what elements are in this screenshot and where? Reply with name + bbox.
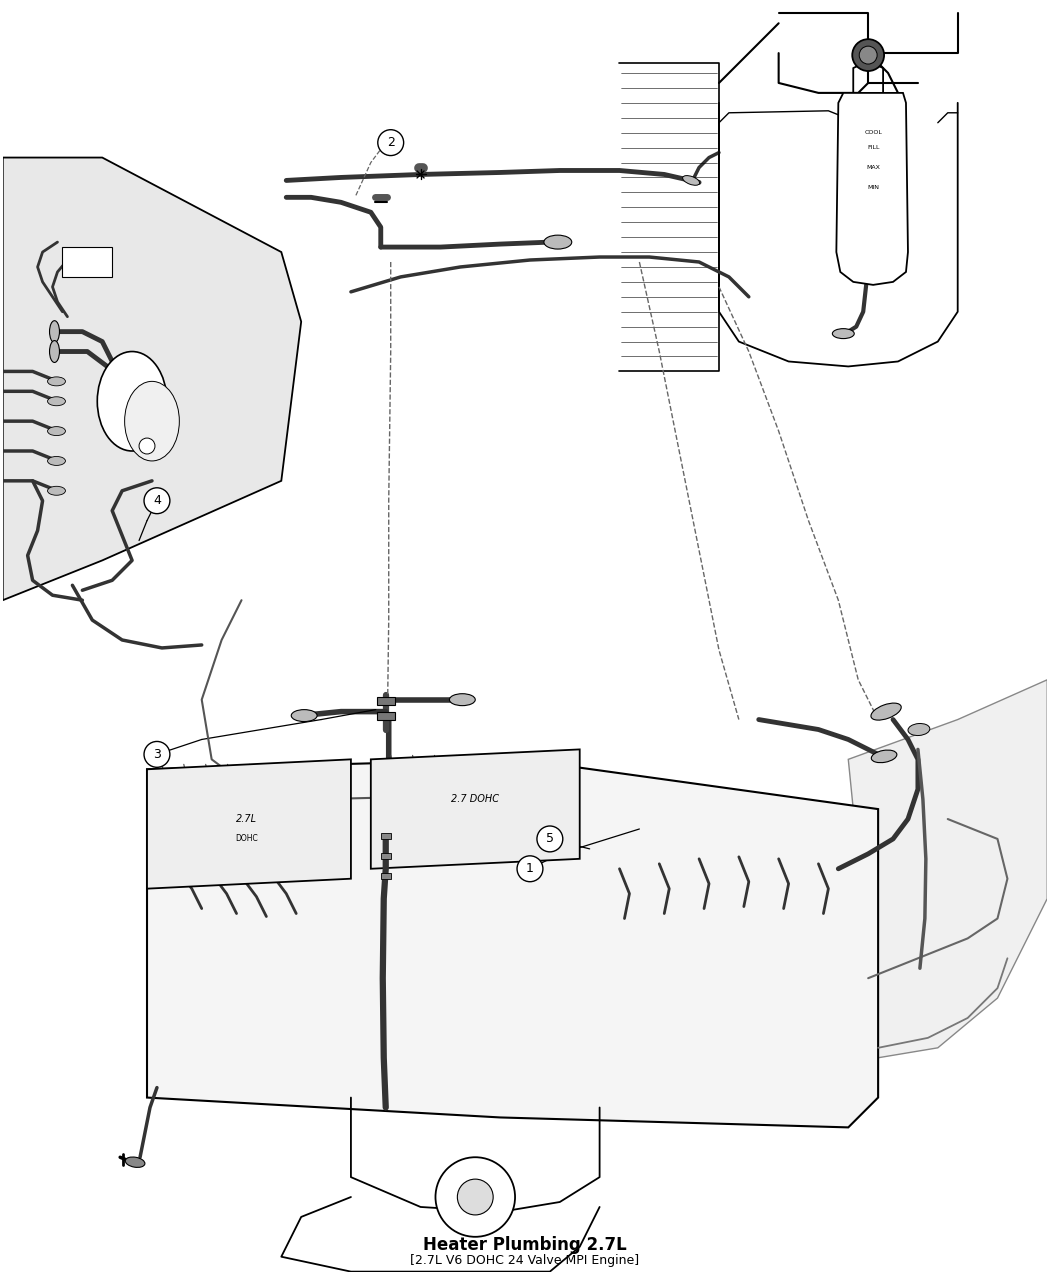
Ellipse shape xyxy=(870,703,901,720)
FancyBboxPatch shape xyxy=(381,873,391,878)
Polygon shape xyxy=(848,680,1047,1058)
Text: Heater Plumbing 2.7L: Heater Plumbing 2.7L xyxy=(423,1235,627,1253)
Polygon shape xyxy=(147,760,878,1127)
Text: MIN: MIN xyxy=(867,185,879,190)
Text: MAX: MAX xyxy=(866,164,880,170)
Circle shape xyxy=(853,40,884,71)
Ellipse shape xyxy=(544,235,572,249)
Circle shape xyxy=(458,1179,494,1215)
Circle shape xyxy=(436,1158,516,1237)
Ellipse shape xyxy=(47,427,65,436)
Circle shape xyxy=(144,488,170,514)
Ellipse shape xyxy=(47,456,65,465)
Text: 5: 5 xyxy=(546,833,553,845)
Ellipse shape xyxy=(47,486,65,495)
Polygon shape xyxy=(147,760,351,889)
Ellipse shape xyxy=(449,694,476,705)
Text: 1: 1 xyxy=(526,862,533,875)
Text: 3: 3 xyxy=(153,748,161,761)
Ellipse shape xyxy=(47,397,65,405)
Text: 2.7 DOHC: 2.7 DOHC xyxy=(452,794,499,805)
FancyBboxPatch shape xyxy=(377,696,395,705)
Circle shape xyxy=(859,46,877,64)
Polygon shape xyxy=(837,93,908,284)
Ellipse shape xyxy=(291,710,317,722)
Ellipse shape xyxy=(908,723,930,736)
Text: COOL: COOL xyxy=(864,130,882,135)
Polygon shape xyxy=(371,750,580,868)
Ellipse shape xyxy=(98,352,167,451)
Ellipse shape xyxy=(125,1156,145,1168)
Ellipse shape xyxy=(125,381,180,462)
Text: 2.7L: 2.7L xyxy=(236,813,257,824)
Ellipse shape xyxy=(47,377,65,386)
Polygon shape xyxy=(3,158,301,601)
Text: DOHC: DOHC xyxy=(235,834,258,844)
FancyBboxPatch shape xyxy=(381,833,391,839)
Circle shape xyxy=(144,742,170,768)
Circle shape xyxy=(378,130,403,156)
Circle shape xyxy=(537,826,563,852)
Circle shape xyxy=(139,439,155,454)
Circle shape xyxy=(517,856,543,882)
Text: 2: 2 xyxy=(386,136,395,149)
Text: FILL: FILL xyxy=(867,145,880,150)
FancyBboxPatch shape xyxy=(377,711,395,719)
Ellipse shape xyxy=(49,321,60,343)
Text: [2.7L V6 DOHC 24 Valve MPI Engine]: [2.7L V6 DOHC 24 Valve MPI Engine] xyxy=(411,1253,639,1266)
Ellipse shape xyxy=(49,340,60,362)
Ellipse shape xyxy=(682,176,699,185)
Ellipse shape xyxy=(833,329,855,339)
Ellipse shape xyxy=(872,750,897,762)
Text: 4: 4 xyxy=(153,495,161,507)
FancyBboxPatch shape xyxy=(381,853,391,859)
FancyBboxPatch shape xyxy=(62,247,112,277)
